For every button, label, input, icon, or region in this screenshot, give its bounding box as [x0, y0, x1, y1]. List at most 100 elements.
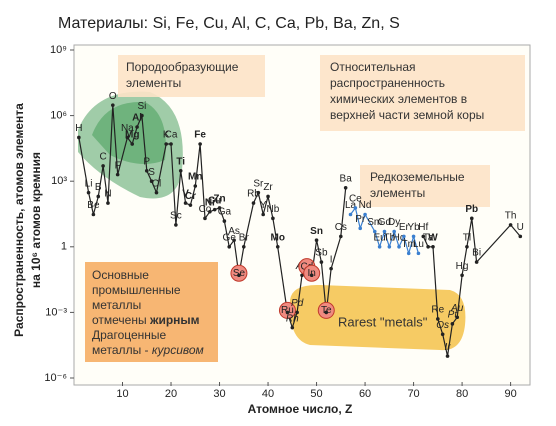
- point-label: Zn: [213, 194, 225, 205]
- point-label: I: [330, 254, 333, 265]
- point-label: Ir: [444, 342, 451, 353]
- point: [440, 332, 445, 337]
- point: [348, 212, 353, 217]
- point: [372, 229, 377, 234]
- point-label: F: [115, 160, 121, 171]
- annotation: Породообразующие: [126, 60, 239, 74]
- point-label: Sn: [310, 226, 323, 237]
- point: [169, 142, 173, 146]
- point: [431, 245, 435, 249]
- point-label: Hg: [456, 261, 469, 272]
- point: [300, 273, 304, 278]
- point: [518, 234, 523, 239]
- annotation: Относительная: [330, 60, 416, 74]
- highlight-circle: [303, 264, 321, 282]
- point: [319, 260, 324, 264]
- point-label: Mn: [188, 172, 202, 183]
- point-label: B: [95, 182, 102, 193]
- y-tick-label: 10⁻⁶: [44, 372, 67, 384]
- point: [465, 245, 469, 249]
- note-text: металлы -: [92, 343, 152, 357]
- point-label: Ba: [340, 173, 353, 184]
- point-label: U: [517, 222, 524, 233]
- point: [474, 260, 479, 264]
- point-label: H: [75, 123, 82, 134]
- point: [111, 103, 115, 107]
- point-label: In: [308, 268, 316, 279]
- note-text: отмечены: [92, 313, 150, 327]
- point-label: Gd: [378, 217, 391, 228]
- point: [222, 219, 227, 223]
- point: [314, 238, 319, 243]
- point-label: Cs: [335, 222, 347, 233]
- point: [256, 190, 261, 195]
- y-tick-label: 10⁻³: [45, 306, 67, 318]
- point-label: Dy: [388, 217, 400, 228]
- point-label: Na: [121, 123, 134, 134]
- point-label: Sm: [367, 217, 382, 228]
- point-label: Se: [233, 268, 246, 279]
- point: [193, 184, 198, 188]
- point-label: Er: [399, 222, 410, 233]
- point-label: Pd: [291, 298, 304, 309]
- point-label: N: [104, 189, 111, 200]
- point-label: La: [345, 200, 357, 211]
- point: [392, 229, 396, 234]
- point: [460, 273, 464, 278]
- point-label: C: [99, 152, 106, 163]
- point-label: As: [228, 226, 240, 237]
- point: [130, 142, 135, 146]
- point-label: Co: [199, 204, 212, 215]
- point-label: Yb: [407, 222, 420, 233]
- point-label: Re: [431, 305, 444, 316]
- point: [125, 135, 130, 140]
- point: [421, 234, 426, 239]
- note-line: металлы - курсивом: [92, 343, 204, 357]
- point-label: Th: [505, 211, 517, 222]
- annotation: Rarest "metals": [338, 314, 428, 329]
- y-axis-label: Распространенность, атомов элемента: [12, 103, 26, 337]
- note-line: Драгоценные: [92, 328, 167, 342]
- point: [227, 245, 232, 249]
- y-axis-label: на 10⁶ атомов кремния: [29, 152, 43, 288]
- point: [237, 273, 241, 278]
- point: [164, 142, 168, 146]
- x-tick-label: 70: [407, 388, 419, 400]
- point: [377, 245, 382, 249]
- point-label: Cl: [152, 178, 161, 189]
- highlight-circle: [317, 301, 335, 319]
- point-label: Nb: [266, 204, 279, 215]
- note-line: металлы: [92, 298, 141, 312]
- rock-box: [118, 55, 265, 97]
- point: [358, 226, 363, 231]
- point: [266, 194, 270, 199]
- point: [178, 168, 183, 173]
- point: [183, 201, 188, 205]
- annotation: элементы: [370, 186, 425, 200]
- point-label: S: [148, 167, 155, 178]
- highlight-circle: [278, 301, 296, 319]
- point: [208, 209, 212, 214]
- point-label: Lu: [413, 239, 424, 250]
- y-tick-label: 10³: [51, 175, 67, 187]
- point-label: Hf: [418, 222, 428, 233]
- point-label: Zr: [263, 182, 273, 193]
- point: [149, 179, 154, 183]
- point-label: K: [163, 130, 170, 141]
- point: [135, 125, 139, 129]
- point: [86, 190, 91, 195]
- point: [382, 229, 387, 234]
- x-tick-label: 30: [213, 388, 225, 400]
- annotation: элементы: [126, 76, 181, 90]
- point: [212, 207, 217, 212]
- x-tick-label: 50: [310, 388, 322, 400]
- point: [174, 223, 178, 227]
- point-label: V: [182, 189, 189, 200]
- point-label: Sb: [315, 248, 328, 259]
- point: [343, 185, 348, 190]
- note-text: курсивом: [152, 343, 204, 357]
- point-label: Rh: [286, 313, 299, 324]
- point: [411, 234, 416, 239]
- chart-title: Материалы: Si, Fe, Cu, Al, C, Ca, Pb, Ba…: [58, 15, 400, 32]
- point: [198, 142, 202, 146]
